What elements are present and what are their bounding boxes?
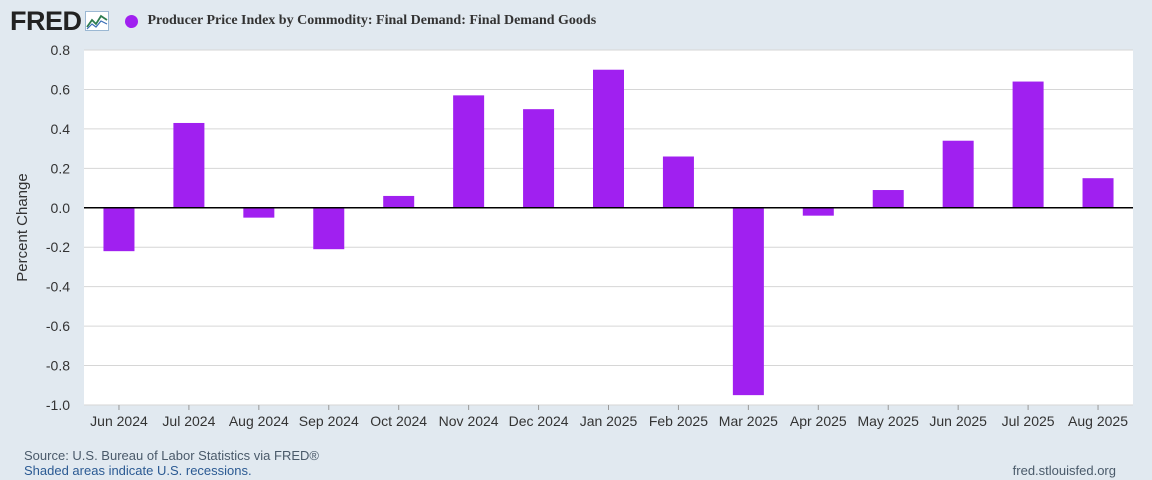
x-tick-label: Apr 2025 [790,413,847,429]
x-tick-label: Dec 2024 [509,413,569,429]
x-tick-label: Feb 2025 [649,413,708,429]
bar-mar-2025[interactable] [732,207,764,396]
bars [103,69,1114,396]
x-tick-label: Sep 2024 [299,413,359,429]
x-tick-label: Jul 2024 [162,413,215,429]
chart-header: FRED Producer Price Index by Commodity: … [10,6,596,36]
fred-url-link[interactable]: fred.stlouisfed.org [1012,463,1116,478]
y-tick-label: -0.6 [46,318,70,334]
legend-marker [124,14,138,28]
x-tick-label: Aug 2025 [1068,413,1128,429]
bar-feb-2025[interactable] [662,156,694,208]
y-axis-label: Percent Change [14,173,31,281]
x-tick-label: Nov 2024 [439,413,499,429]
source-note: Source: U.S. Bureau of Labor Statistics … [24,448,319,463]
x-tick-label: Jun 2025 [929,413,987,429]
x-tick-label: May 2025 [857,413,919,429]
bar-aug-2025[interactable] [1082,178,1114,208]
x-tick-label: Jan 2025 [580,413,638,429]
x-tick-label: Aug 2024 [229,413,289,429]
y-tick-label: 0.2 [51,160,71,176]
bar-jun-2025[interactable] [942,140,974,208]
bar-aug-2024[interactable] [243,207,275,218]
fred-logo[interactable]: FRED [10,5,82,36]
x-tick-label: Jun 2024 [90,413,148,429]
bar-dec-2024[interactable] [523,109,555,208]
x-axis-ticks: Jun 2024 Jul 2024 Aug 2024 Sep 2024 Oct 2024… [90,405,1128,429]
y-tick-label: -0.2 [46,239,70,255]
x-tick-label: Oct 2024 [370,413,427,429]
fred-line-chart-icon [84,11,109,31]
recession-note: Shaded areas indicate U.S. recessions. [24,463,252,478]
y-tick-label: -1.0 [46,397,70,413]
y-tick-label: 0.0 [51,200,71,216]
bar-oct-2024[interactable] [383,195,415,208]
y-tick-label: 0.8 [51,42,71,58]
y-tick-label: -0.8 [46,358,70,374]
bar-jul-2024[interactable] [173,122,205,208]
y-axis-ticks: 0.8 0.6 0.4 0.2 0.0 -0.2 -0.4 -0.6 -0.8 -1.0 [46,42,70,413]
y-tick-label: -0.4 [46,279,70,295]
bar-nov-2024[interactable] [453,95,485,208]
bar-sep-2024[interactable] [313,207,345,250]
bar-jun-2024[interactable] [103,207,135,252]
x-tick-label: Jul 2025 [1002,413,1055,429]
bar-jul-2025[interactable] [1012,81,1044,208]
bar-jan-2025[interactable] [593,69,624,208]
legend-series-title[interactable]: Producer Price Index by Commodity: Final… [147,13,597,28]
bar-apr-2025[interactable] [802,207,834,216]
y-tick-label: 0.4 [51,121,71,137]
y-tick-label: 0.6 [51,81,71,97]
bar-may-2025[interactable] [872,190,904,208]
x-tick-label: Mar 2025 [719,413,778,429]
